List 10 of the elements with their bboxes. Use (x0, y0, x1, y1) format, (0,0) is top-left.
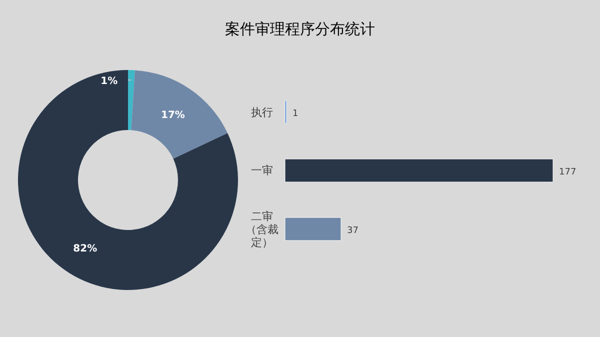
data-label: 37 (347, 226, 358, 236)
data-label: 82% (73, 244, 98, 255)
data-label: 1 (292, 109, 298, 119)
y-tick-label: 二审（含裁定） (245, 210, 279, 248)
data-label: 17% (161, 110, 185, 121)
text: 案件审理程序分布统计 (225, 20, 375, 38)
y-tick-label: 执行 (250, 106, 274, 118)
y-tick-label: 一审 (250, 164, 274, 177)
data-label: 1% (100, 76, 118, 88)
data-label: 177 (559, 168, 576, 178)
